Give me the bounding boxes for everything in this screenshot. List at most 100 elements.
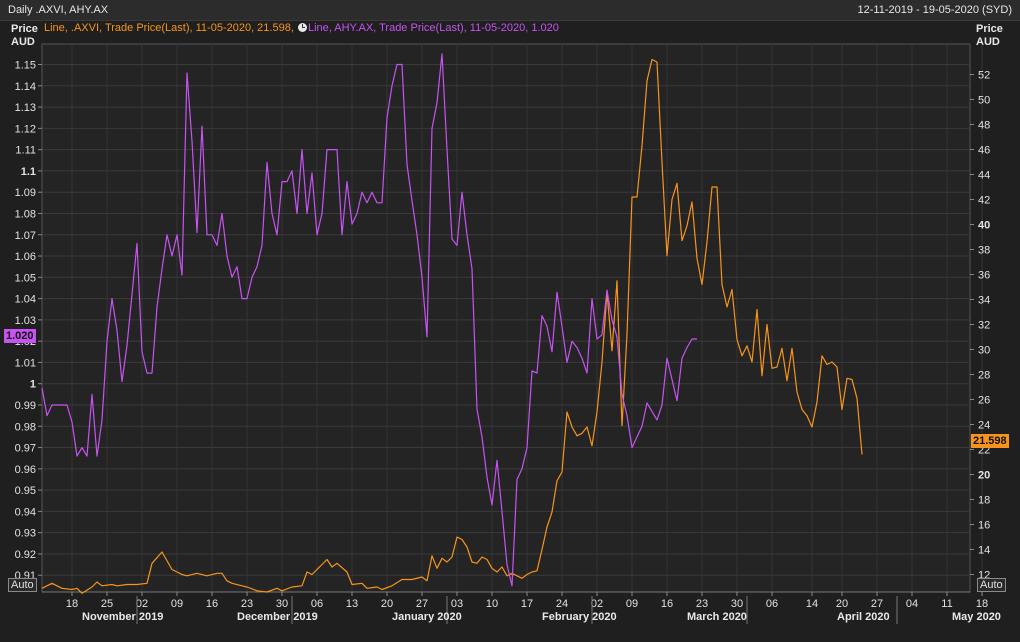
left-tick-label: 1.09 bbox=[15, 187, 36, 199]
right-tick-label: 44 bbox=[978, 170, 990, 182]
x-month-label: February 2020 bbox=[542, 611, 617, 623]
x-tick-label: 27 bbox=[871, 598, 883, 610]
x-tick-label: 24 bbox=[556, 598, 568, 610]
right-tick-label: 28 bbox=[978, 370, 990, 382]
x-tick-label: 02 bbox=[591, 598, 603, 610]
date-range: 12-11-2019 - 19-05-2020 (SYD) bbox=[857, 4, 1013, 16]
x-tick-label: 09 bbox=[171, 598, 183, 610]
chart-header: Daily .AXVI, AHY.AX 12-11-2019 - 19-05-2… bbox=[0, 0, 1020, 21]
plot-area bbox=[41, 43, 971, 593]
right-tick-label: 34 bbox=[978, 295, 990, 307]
x-tick-label: 16 bbox=[661, 598, 673, 610]
series-line-axvi bbox=[41, 58, 863, 594]
left-tick-label: 1.08 bbox=[15, 208, 36, 220]
right-tick-label: 14 bbox=[978, 545, 990, 557]
x-tick-label: 30 bbox=[276, 598, 288, 610]
right-tick-label: 32 bbox=[978, 320, 990, 332]
left-tick-label: 1.15 bbox=[15, 60, 36, 72]
right-axis-auto-button[interactable]: Auto bbox=[977, 578, 1006, 592]
right-tick-label: 50 bbox=[978, 95, 990, 107]
left-tick-label: 1 bbox=[30, 379, 36, 391]
right-tick-label: 40 bbox=[978, 220, 990, 232]
left-tick-label: 0.96 bbox=[15, 464, 36, 476]
clock-icon bbox=[297, 23, 307, 32]
legend-axvi[interactable]: Line, .AXVI, Trade Price(Last), 11-05-20… bbox=[44, 22, 294, 34]
right-tick-label: 42 bbox=[978, 195, 990, 207]
x-tick-label: 02 bbox=[136, 598, 148, 610]
left-tick-label: 0.94 bbox=[15, 506, 36, 518]
left-tick-label: 0.98 bbox=[15, 421, 36, 433]
x-tick-label: 13 bbox=[346, 598, 358, 610]
left-tick-label: 0.95 bbox=[15, 485, 36, 497]
x-tick-label: 14 bbox=[806, 598, 818, 610]
x-tick-label: 23 bbox=[696, 598, 708, 610]
x-month-label: December 2019 bbox=[237, 611, 318, 623]
x-tick-label: 10 bbox=[486, 598, 498, 610]
left-tick-label: 1.1 bbox=[21, 166, 36, 178]
left-tick-label: 1.12 bbox=[15, 123, 36, 135]
x-tick-label: 06 bbox=[766, 598, 778, 610]
x-tick-label: 25 bbox=[101, 598, 113, 610]
left-axis-auto-button[interactable]: Auto bbox=[8, 578, 37, 592]
x-tick-label: 06 bbox=[311, 598, 323, 610]
left-tick-label: 0.97 bbox=[15, 443, 36, 455]
x-axis-ticks: 18 25 02 09 16 23 30 06 13 20 27 03 10 17 24 02 09 16 23 30… bbox=[42, 591, 1001, 624]
right-tick-label: 36 bbox=[978, 270, 990, 282]
left-tick-label: 1.01 bbox=[15, 357, 36, 369]
x-month-label: January 2020 bbox=[392, 611, 462, 623]
chart-title: Daily .AXVI, AHY.AX bbox=[8, 4, 109, 16]
last-value-badge-axvi: 21.598 bbox=[971, 434, 1009, 448]
right-axis-label-line1: Price bbox=[976, 23, 1003, 35]
x-tick-label: 30 bbox=[731, 598, 743, 610]
right-tick-label: 46 bbox=[978, 145, 990, 157]
left-tick-label: 0.93 bbox=[15, 528, 36, 540]
right-axis-ticks: 1214161820222426283032343638404244464850… bbox=[970, 70, 990, 582]
x-tick-label: 18 bbox=[976, 598, 988, 610]
x-tick-label: 23 bbox=[241, 598, 253, 610]
left-axis-ticks: 0.910.920.930.940.950.960.970.980.9911.0… bbox=[15, 60, 42, 582]
series-lines bbox=[41, 53, 863, 594]
x-tick-label: 17 bbox=[521, 598, 533, 610]
left-tick-label: 1.05 bbox=[15, 272, 36, 284]
left-tick-label: 1.06 bbox=[15, 251, 36, 263]
left-tick-label: 0.92 bbox=[15, 549, 36, 561]
grid bbox=[41, 43, 983, 593]
left-tick-label: 1.03 bbox=[15, 315, 36, 327]
right-tick-label: 38 bbox=[978, 245, 990, 257]
x-month-label: April 2020 bbox=[837, 611, 890, 623]
right-tick-label: 24 bbox=[978, 420, 990, 432]
x-tick-label: 04 bbox=[906, 598, 918, 610]
series-line-ahy bbox=[41, 53, 697, 587]
left-axis-label: Price AUD bbox=[11, 23, 38, 49]
x-tick-label: 16 bbox=[206, 598, 218, 610]
x-month-label: March 2020 bbox=[687, 611, 747, 623]
x-tick-label: 27 bbox=[416, 598, 428, 610]
right-tick-label: 16 bbox=[978, 520, 990, 532]
x-tick-label: 18 bbox=[66, 598, 78, 610]
left-tick-label: 1.11 bbox=[15, 145, 36, 157]
right-tick-label: 52 bbox=[978, 70, 990, 82]
left-axis-label-line1: Price bbox=[11, 23, 38, 35]
legend-ahy[interactable]: Line, AHY.AX, Trade Price(Last), 11-05-2… bbox=[307, 22, 559, 34]
right-tick-label: 18 bbox=[978, 495, 990, 507]
x-tick-label: 03 bbox=[451, 598, 463, 610]
x-tick-label: 20 bbox=[381, 598, 393, 610]
right-tick-label: 26 bbox=[978, 395, 990, 407]
left-tick-label: 1.07 bbox=[15, 230, 36, 242]
left-tick-label: 0.99 bbox=[15, 400, 36, 412]
right-tick-label: 48 bbox=[978, 120, 990, 132]
x-tick-label: 20 bbox=[836, 598, 848, 610]
x-tick-label: 11 bbox=[941, 598, 952, 610]
left-tick-label: 1.13 bbox=[15, 102, 36, 114]
x-month-label: November 2019 bbox=[82, 611, 163, 623]
left-tick-label: 1.14 bbox=[15, 81, 36, 93]
right-tick-label: 30 bbox=[978, 345, 990, 357]
last-value-badge-ahy: 1.020 bbox=[4, 329, 36, 343]
left-axis-label-line2: AUD bbox=[11, 36, 35, 48]
right-tick-label: 20 bbox=[978, 470, 990, 482]
x-tick-label: 09 bbox=[626, 598, 638, 610]
x-month-label: May 2020 bbox=[952, 611, 1001, 623]
legend: Line, .AXVI, Trade Price(Last), 11-05-20… bbox=[44, 22, 559, 34]
left-tick-label: 1.04 bbox=[15, 294, 36, 306]
